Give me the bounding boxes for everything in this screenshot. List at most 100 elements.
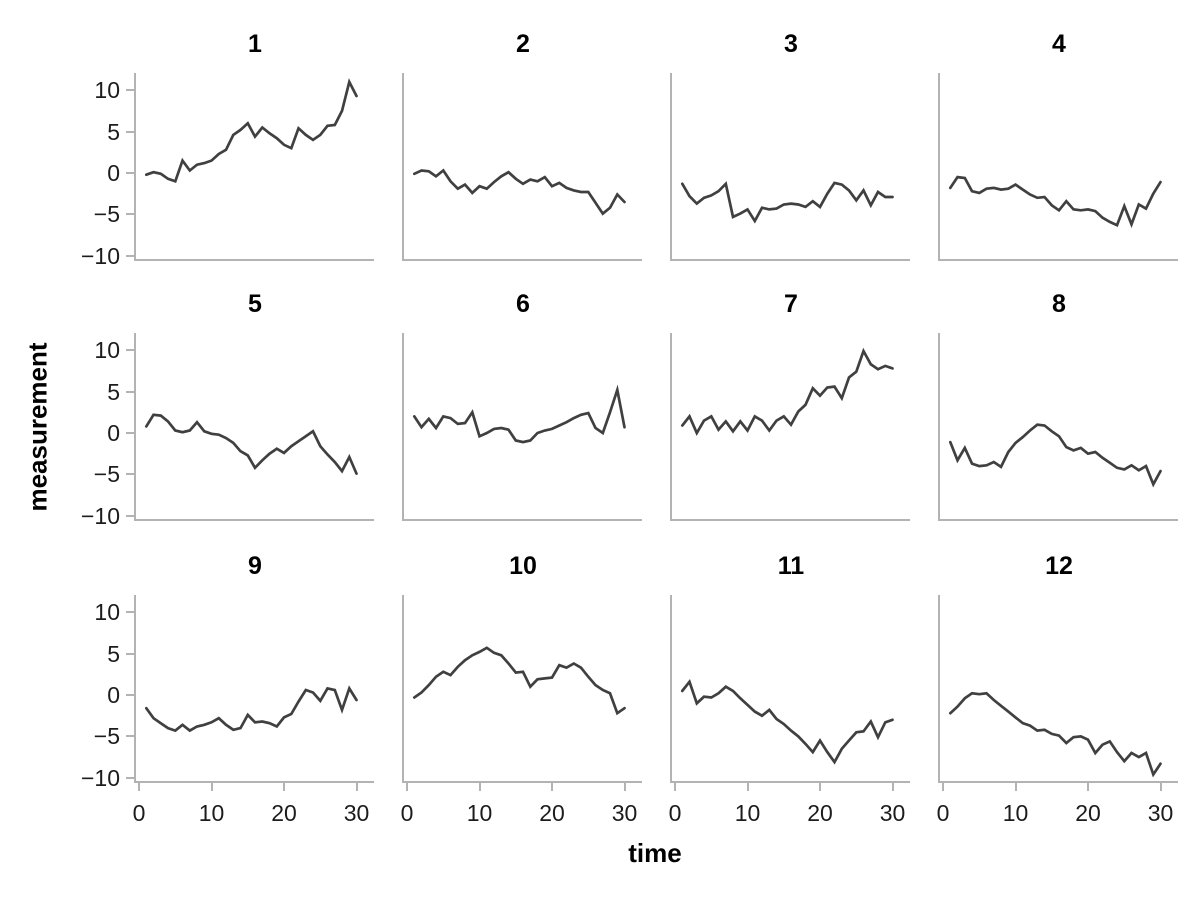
x-axis-title: time — [628, 838, 682, 868]
facet-panel-5: 5 10 5 0 −5 −10 — [81, 290, 374, 529]
measurement-series-line — [680, 347, 894, 436]
x-axis-tick-label: 30 — [343, 800, 370, 826]
y-axis-title: measurement — [22, 342, 53, 512]
y-axis-tick-label: 0 — [107, 420, 120, 446]
y-axis-tick-label: −5 — [93, 723, 120, 750]
facet-panel-6: 6 — [402, 290, 642, 521]
x-axis-tick — [406, 783, 408, 791]
measurement-series-line — [680, 679, 894, 765]
x-axis-tick — [623, 783, 626, 791]
x-axis-tick-label: 20 — [271, 800, 297, 826]
y-axis-tick-label: 0 — [107, 160, 120, 186]
x-axis-tick-label: 0 — [936, 800, 950, 826]
facet-title: 11 — [777, 552, 805, 580]
x-axis-tick-label: 20 — [539, 800, 565, 826]
y-axis-tick — [126, 390, 134, 393]
y-axis-tick-label: 10 — [94, 599, 120, 626]
measurement-series-line — [680, 181, 894, 224]
x-axis-tick — [1159, 783, 1162, 791]
x-axis-tick — [819, 783, 821, 791]
x-axis-tick-label: 30 — [611, 800, 638, 826]
line-chart — [680, 679, 894, 765]
y-axis-tick-label: −5 — [93, 461, 120, 488]
measurement-series-line — [948, 175, 1162, 229]
y-axis-tick — [126, 652, 134, 655]
line-chart — [144, 685, 358, 733]
measurement-series-line — [144, 685, 358, 733]
x-axis-tick-label: 10 — [734, 800, 761, 826]
x-axis-tick — [746, 783, 749, 791]
y-axis-tick-label: 5 — [107, 118, 120, 145]
x-axis-tick — [1014, 783, 1017, 791]
y-axis-tick — [126, 611, 134, 614]
line-chart — [948, 423, 1162, 488]
y-axis-tick — [126, 776, 134, 779]
y-axis-tick — [126, 432, 134, 434]
facet-title: 10 — [509, 552, 537, 580]
y-axis-tick-label: 5 — [107, 378, 120, 405]
facet-title: 4 — [1052, 30, 1066, 58]
measurement-series-line — [412, 384, 626, 444]
x-axis-tick-label: 0 — [400, 800, 414, 826]
line-chart — [144, 78, 358, 184]
y-axis-tick-label: 10 — [94, 77, 120, 104]
y-axis-tick — [126, 130, 134, 133]
facet-panel-1: 1 10 5 0 −5 −10 — [81, 30, 374, 269]
facet-panel-7: 7 — [670, 290, 910, 521]
facet-title: 7 — [784, 290, 798, 318]
x-axis-tick — [478, 783, 481, 791]
line-chart — [680, 347, 894, 436]
facet-panel-11: 11 0 10 20 30 — [669, 552, 910, 826]
y-axis-tick — [126, 735, 134, 738]
x-axis-tick-label: 20 — [1075, 800, 1101, 826]
line-chart — [412, 168, 626, 216]
y-axis-tick — [126, 213, 134, 216]
y-axis-tick-label: −10 — [80, 242, 120, 269]
x-axis-tick-label: 10 — [198, 800, 225, 826]
x-axis-tick — [942, 783, 944, 791]
measurement-series-line — [144, 78, 358, 184]
measurement-series-line — [412, 168, 626, 216]
x-axis-tick-label: 30 — [879, 800, 906, 826]
facet-panel-3: 3 — [670, 30, 910, 261]
line-chart — [144, 413, 358, 475]
measurement-series-line — [144, 413, 358, 475]
y-axis-tick-label: 5 — [107, 640, 120, 667]
facet-panel-10: 10 0 10 20 30 — [401, 552, 642, 826]
y-axis-tick — [126, 473, 134, 476]
x-axis-tick-label: 10 — [466, 800, 493, 826]
x-axis-tick-label: 20 — [807, 800, 833, 826]
facet-title: 5 — [248, 290, 262, 318]
line-chart — [680, 181, 894, 224]
line-chart — [948, 691, 1162, 778]
y-axis-tick-label: −10 — [80, 764, 120, 791]
measurement-series-line — [948, 691, 1162, 778]
line-chart — [948, 175, 1162, 229]
y-axis-tick — [126, 349, 134, 352]
x-axis-tick-label: 0 — [668, 800, 682, 826]
x-axis-tick-label: 30 — [1147, 800, 1174, 826]
x-axis-tick-label: 10 — [1002, 800, 1029, 826]
y-axis-tick — [126, 172, 134, 174]
x-axis-tick-label: 0 — [132, 800, 146, 826]
facet-title: 3 — [784, 30, 798, 58]
x-axis-tick — [138, 783, 140, 791]
x-axis-tick — [355, 783, 358, 791]
y-axis-tick-label: 10 — [94, 337, 120, 364]
x-axis-tick — [283, 783, 285, 791]
facet-title: 2 — [516, 30, 530, 58]
y-axis-tick-label: 0 — [107, 682, 120, 708]
x-axis-tick — [674, 783, 676, 791]
x-axis-tick — [210, 783, 213, 791]
facet-title: 9 — [248, 552, 262, 580]
facet-panel-9: 9 10 5 0 −5 −10 0 10 20 30 — [81, 552, 374, 826]
y-axis-tick-label: −10 — [80, 502, 120, 529]
facet-panel-2: 2 — [402, 30, 642, 261]
facet-panel-8: 8 — [938, 290, 1178, 521]
measurement-series-line — [412, 646, 626, 716]
x-axis-tick — [1087, 783, 1089, 791]
y-axis-tick-label: −5 — [93, 201, 120, 228]
facet-panel-12: 12 0 10 20 30 — [937, 552, 1178, 826]
facet-title: 12 — [1045, 552, 1073, 580]
